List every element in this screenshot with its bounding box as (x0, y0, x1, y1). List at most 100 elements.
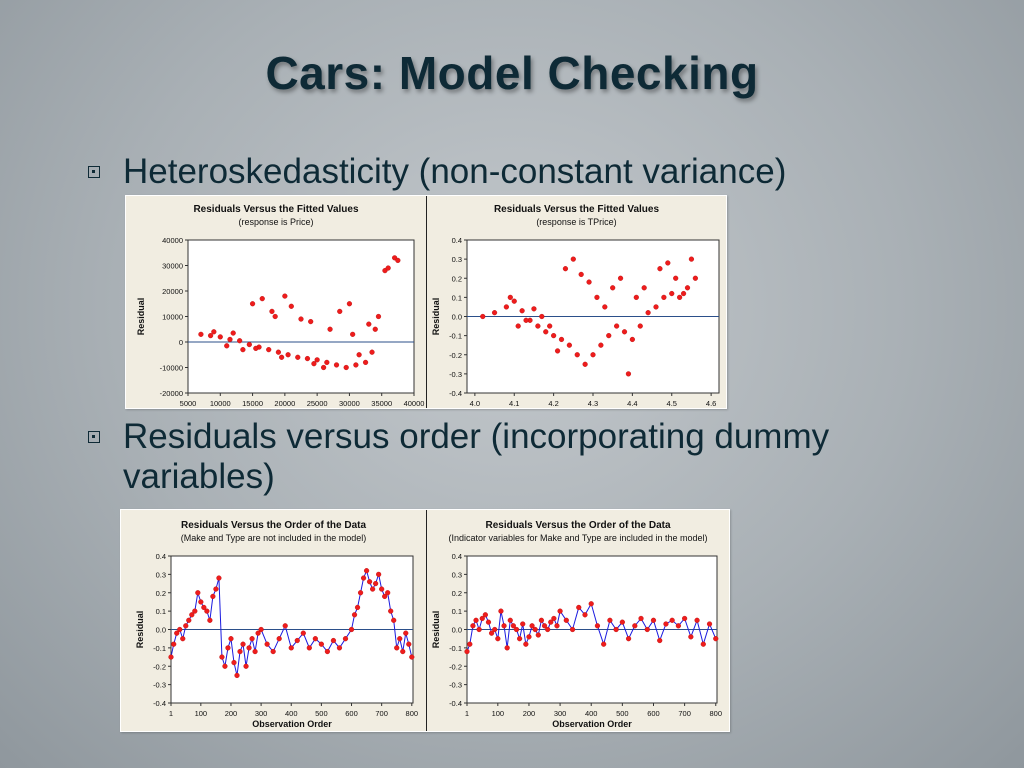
data-point (629, 336, 635, 343)
data-point (657, 266, 663, 272)
data-point (706, 621, 713, 627)
data-point (210, 593, 216, 600)
data-point (625, 636, 632, 642)
chart-residuals-vs-fitted-tprice: Residuals Versus the Fitted Values (respo… (431, 204, 720, 408)
y-tick-label: -0.1 (449, 332, 462, 341)
chart-title: Residuals Versus the Order of the Data (181, 520, 366, 531)
data-point (673, 275, 679, 281)
data-point (224, 343, 230, 349)
data-point (632, 623, 638, 629)
data-point (535, 632, 541, 638)
y-tick-label: 0.1 (452, 293, 462, 302)
data-point (680, 290, 687, 297)
x-tick-label: 5000 (180, 399, 197, 408)
y-tick-label: -0.3 (153, 681, 166, 690)
data-point (225, 645, 231, 651)
x-tick-label: 40000 (404, 399, 425, 408)
x-tick-label: 4.6 (706, 399, 716, 408)
data-point (189, 612, 195, 618)
data-point (563, 617, 569, 623)
data-point (532, 626, 538, 633)
data-point (476, 626, 482, 633)
data-point (482, 612, 488, 618)
data-point (204, 608, 210, 614)
data-point (264, 641, 270, 647)
data-point (520, 621, 526, 627)
data-point (395, 257, 401, 264)
y-tick-label: 0.1 (452, 607, 462, 616)
x-tick-label: 300 (554, 709, 567, 718)
data-point (657, 637, 663, 644)
data-point (409, 654, 415, 660)
data-point (240, 641, 246, 647)
data-point (211, 329, 217, 335)
data-point (308, 318, 314, 325)
data-point (633, 294, 639, 300)
x-tick-label: 1 (169, 709, 173, 718)
data-point (688, 634, 694, 640)
data-point (253, 345, 259, 351)
y-tick-label: 0.4 (452, 236, 462, 245)
data-point (515, 323, 521, 329)
data-point (385, 590, 391, 596)
data-point (183, 623, 189, 629)
y-tick-label: 0.2 (156, 589, 166, 598)
data-point (613, 626, 619, 633)
bullet-marker-icon (88, 166, 100, 178)
bullet-text: Heteroskedasticity (non-constant varianc… (123, 152, 787, 191)
data-point (644, 626, 650, 633)
data-point (498, 608, 504, 614)
data-point (174, 630, 180, 636)
data-point (227, 336, 233, 343)
data-point (385, 265, 391, 271)
data-point (391, 617, 397, 623)
chart-residuals-vs-fitted-price: Residuals Versus the Fitted Values (respo… (136, 204, 425, 408)
data-point (614, 323, 620, 329)
data-point (491, 310, 498, 316)
data-point (362, 359, 369, 366)
data-point (621, 329, 628, 335)
order-charts-panel: Residuals Versus the Order of the Data (M… (120, 509, 730, 732)
data-point (510, 623, 516, 629)
data-point (485, 619, 492, 625)
data-point (348, 626, 355, 633)
data-point (249, 636, 255, 642)
data-point (394, 645, 400, 651)
data-point (610, 285, 616, 291)
data-point (282, 623, 288, 629)
x-tick-label: 25000 (307, 399, 328, 408)
fitted-values-charts-panel: Residuals Versus the Fitted Values (respo… (125, 195, 727, 409)
data-point (321, 364, 327, 371)
y-tick-label: 20000 (162, 287, 183, 296)
data-point (653, 304, 659, 310)
data-point (619, 619, 625, 625)
data-point (207, 617, 213, 623)
x-tick-label: 200 (225, 709, 238, 718)
data-point (201, 604, 207, 611)
slide-title: Cars: Model Checking (265, 47, 759, 99)
data-point (337, 308, 343, 315)
data-point (586, 279, 592, 285)
y-tick-label: 0.0 (452, 626, 462, 635)
data-point (367, 579, 373, 585)
y-tick-label: -0.2 (153, 662, 166, 671)
data-point (198, 599, 204, 605)
data-point (526, 634, 532, 640)
data-point (230, 330, 236, 336)
data-point (282, 293, 288, 299)
data-point (213, 586, 219, 592)
data-point (217, 334, 223, 340)
data-point (504, 645, 510, 651)
data-point (240, 347, 246, 353)
data-point (294, 637, 300, 644)
data-point (531, 306, 537, 312)
data-point (700, 641, 706, 647)
data-point (538, 617, 545, 623)
data-point (222, 663, 228, 669)
x-tick-label: 35000 (371, 399, 392, 408)
data-point (288, 303, 294, 309)
bullet-text: Residuals versus order (incorporating du… (123, 417, 830, 496)
data-point (669, 617, 675, 623)
data-point (343, 364, 349, 371)
y-axis-label: Residual (431, 298, 441, 336)
